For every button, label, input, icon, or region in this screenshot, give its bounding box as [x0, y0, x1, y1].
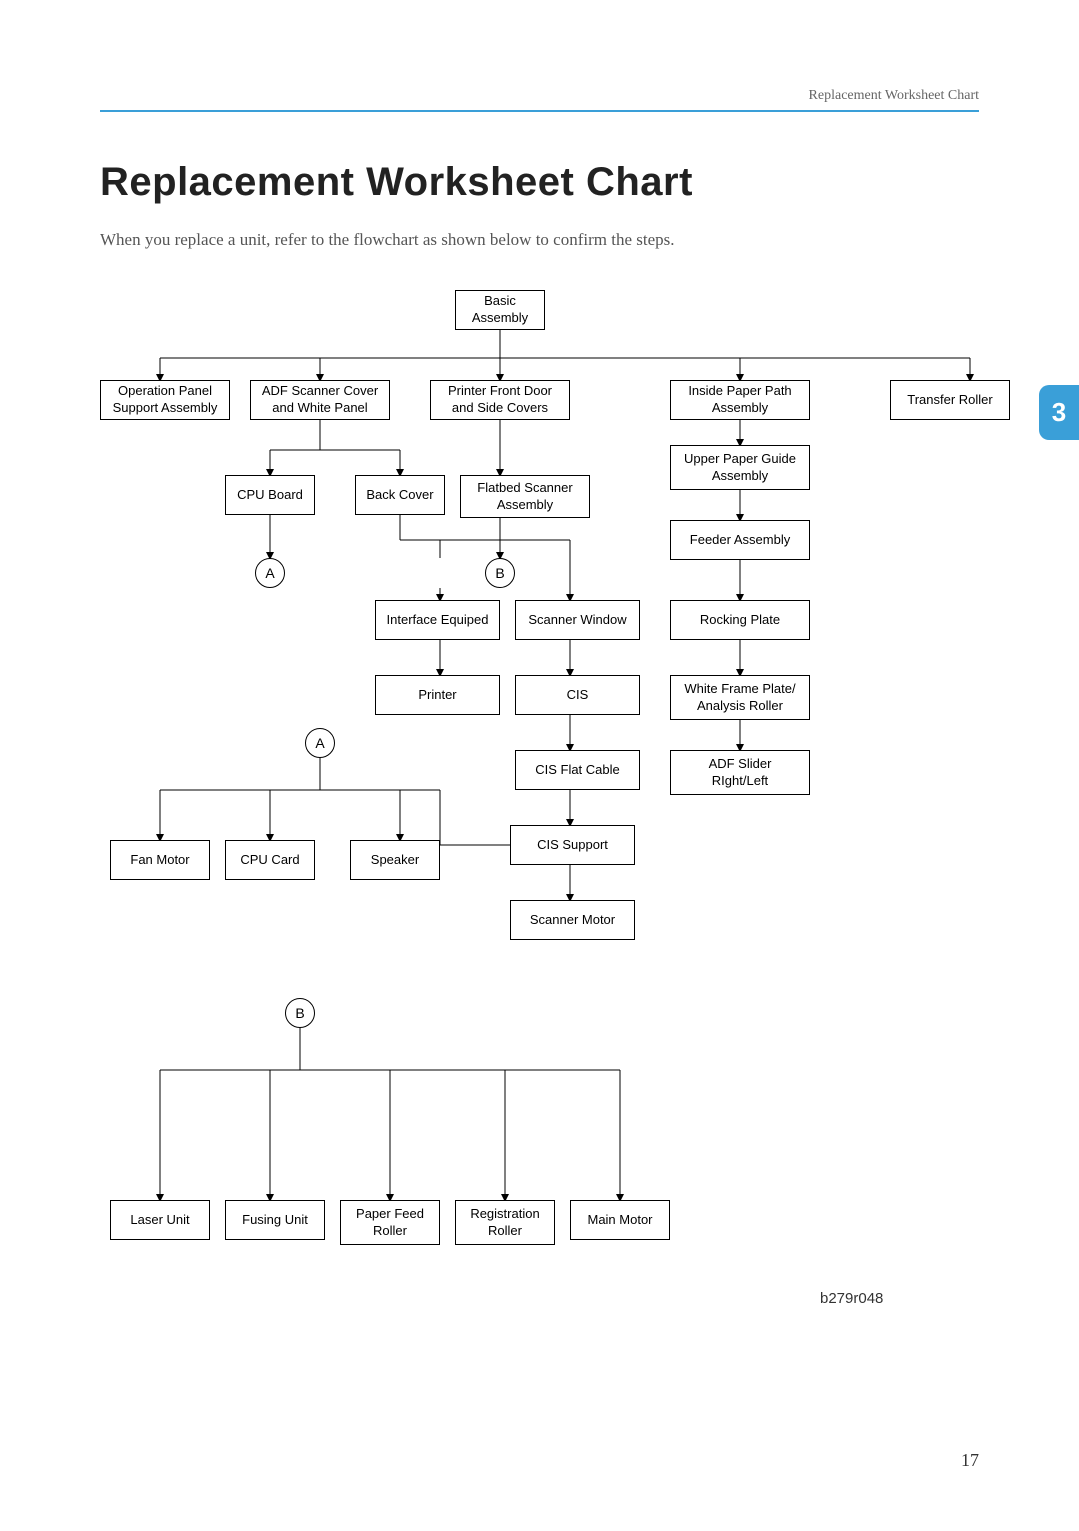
- node-scanner-motor: Scanner Motor: [510, 900, 635, 940]
- node-fusing-unit: Fusing Unit: [225, 1200, 325, 1240]
- connectors: [100, 280, 979, 1300]
- node-upper-guide: Upper Paper GuideAssembly: [670, 445, 810, 490]
- node-registration: RegistrationRoller: [455, 1200, 555, 1245]
- node-cis-support: CIS Support: [510, 825, 635, 865]
- connector-b-1: B: [485, 558, 515, 588]
- page-title: Replacement Worksheet Chart: [100, 160, 693, 205]
- header-rule: [100, 110, 979, 112]
- running-head: Replacement Worksheet Chart: [809, 88, 979, 104]
- node-paper-feed: Paper FeedRoller: [340, 1200, 440, 1245]
- node-white-frame: White Frame Plate/Analysis Roller: [670, 675, 810, 720]
- connector-a-1: A: [255, 558, 285, 588]
- connector-b-2: B: [285, 998, 315, 1028]
- node-cpu-board: CPU Board: [225, 475, 315, 515]
- node-printer: Printer: [375, 675, 500, 715]
- flowchart: BasicAssembly Operation PanelSupport Ass…: [100, 280, 979, 1300]
- node-adf-cover: ADF Scanner Coverand White Panel: [250, 380, 390, 420]
- node-interface: Interface Equiped: [375, 600, 500, 640]
- node-fan-motor: Fan Motor: [110, 840, 210, 880]
- node-cis: CIS: [515, 675, 640, 715]
- node-adf-slider: ADF SliderRIght/Left: [670, 750, 810, 795]
- node-main-motor: Main Motor: [570, 1200, 670, 1240]
- chapter-tab: 3: [1039, 385, 1079, 440]
- node-back-cover: Back Cover: [355, 475, 445, 515]
- node-cis-flat: CIS Flat Cable: [515, 750, 640, 790]
- page-number: 17: [961, 1450, 979, 1471]
- node-scanner-window: Scanner Window: [515, 600, 640, 640]
- intro-text: When you replace a unit, refer to the fl…: [100, 230, 675, 250]
- node-flatbed: Flatbed ScannerAssembly: [460, 475, 590, 518]
- node-operation-panel: Operation PanelSupport Assembly: [100, 380, 230, 420]
- node-transfer-roller: Transfer Roller: [890, 380, 1010, 420]
- node-feeder: Feeder Assembly: [670, 520, 810, 560]
- node-front-door: Printer Front Doorand Side Covers: [430, 380, 570, 420]
- node-cpu-card: CPU Card: [225, 840, 315, 880]
- connector-a-2: A: [305, 728, 335, 758]
- node-laser-unit: Laser Unit: [110, 1200, 210, 1240]
- node-speaker: Speaker: [350, 840, 440, 880]
- node-rocking-plate: Rocking Plate: [670, 600, 810, 640]
- node-basic-assembly: BasicAssembly: [455, 290, 545, 330]
- node-inside-path: Inside Paper PathAssembly: [670, 380, 810, 420]
